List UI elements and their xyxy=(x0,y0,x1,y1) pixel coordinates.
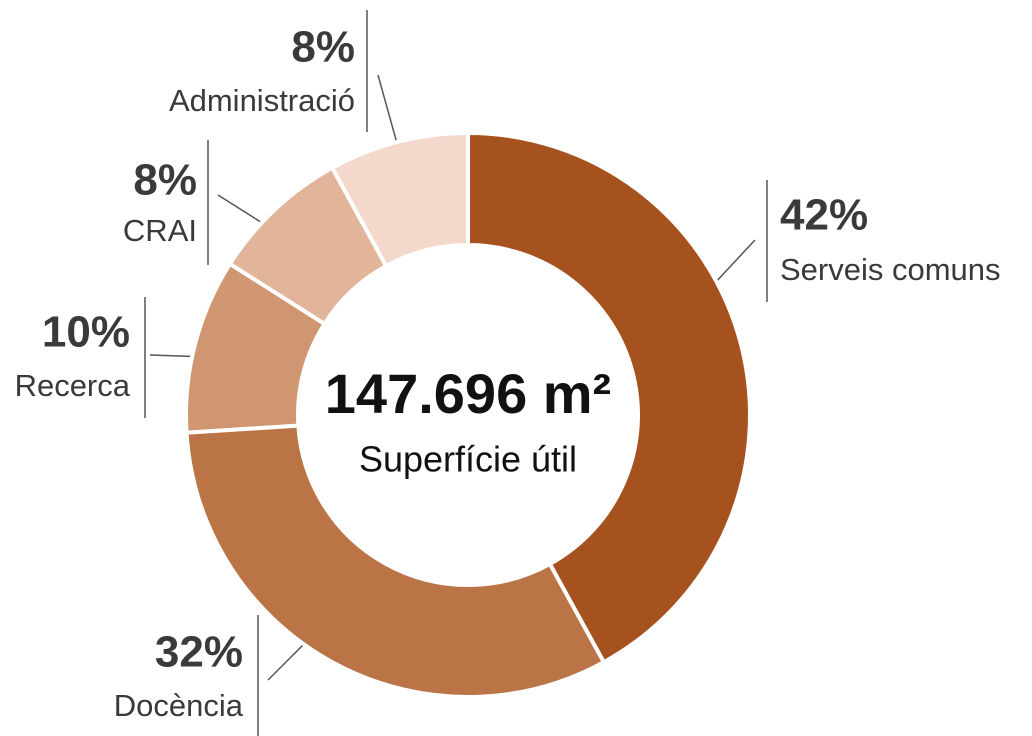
donut-slice xyxy=(227,165,389,327)
center-subtitle: Superfície útil xyxy=(359,439,577,480)
center-title: 147.696 m² xyxy=(325,362,611,425)
value-label: 42% xyxy=(780,191,868,240)
value-label: 10% xyxy=(42,308,130,357)
value-label: 8% xyxy=(291,23,355,72)
donut-slice xyxy=(184,261,328,435)
category-label: CRAI xyxy=(123,213,197,248)
value-label: 32% xyxy=(155,628,243,677)
category-label: Recerca xyxy=(15,368,131,403)
donut-slice xyxy=(466,130,752,665)
donut-slice xyxy=(184,423,607,699)
category-label: Serveis comuns xyxy=(780,252,1001,287)
category-label: Docència xyxy=(114,688,244,723)
value-label: 8% xyxy=(133,156,197,205)
category-label: Administració xyxy=(169,83,355,118)
